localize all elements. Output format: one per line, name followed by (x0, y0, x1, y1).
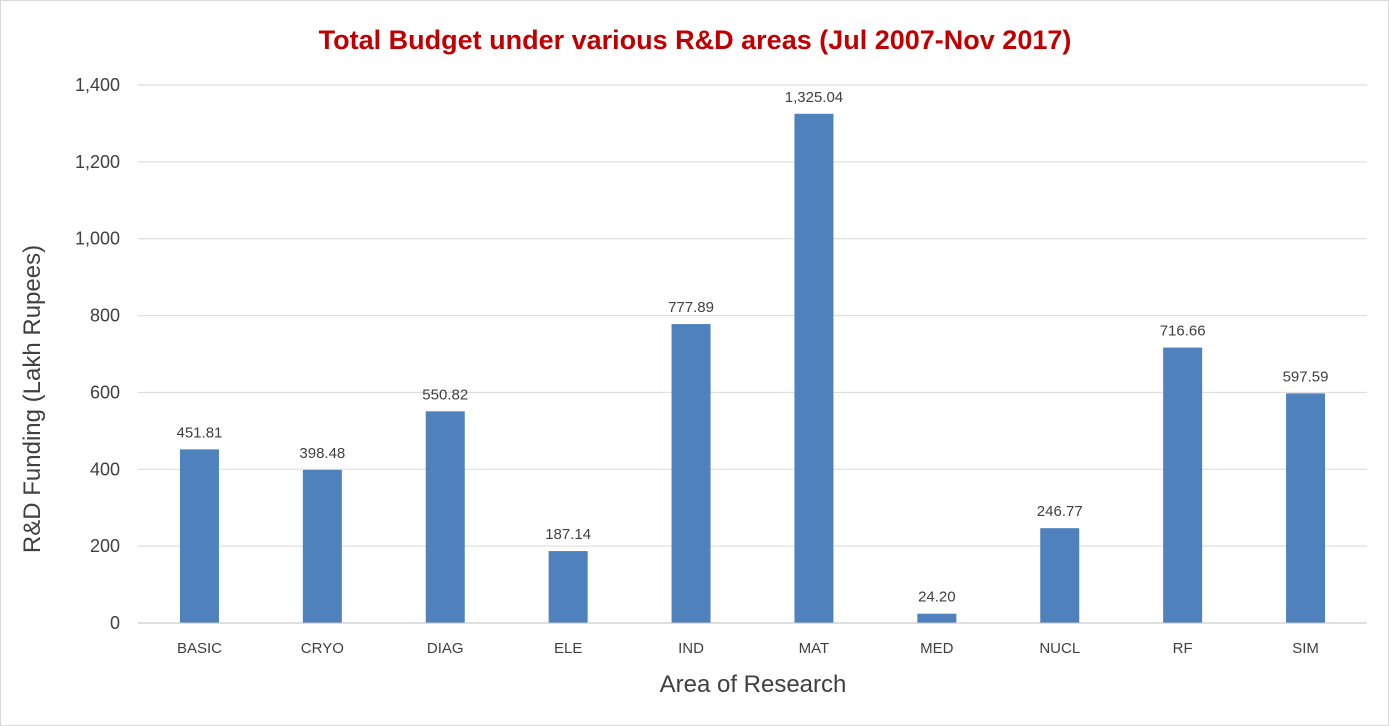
data-label-rf: 716.66 (1160, 323, 1206, 340)
data-label-basic: 451.81 (177, 424, 223, 441)
x-tick-label-rf: RF (1173, 640, 1193, 657)
data-labels: 451.81 398.48 550.82 187.14 777.89 1,325.04 24… (177, 89, 1329, 606)
y-tick-label: 1,000 (75, 229, 120, 249)
x-tick-label-med: MED (920, 640, 954, 657)
x-tick-label-ind: IND (678, 640, 704, 657)
y-tick-label: 1,200 (75, 152, 120, 172)
y-axis-ticks: 0 200 400 600 800 1,000 1,200 1,400 (75, 75, 120, 633)
x-tick-label-diag: DIAG (427, 640, 464, 657)
bar-basic (179, 449, 219, 623)
y-tick-label: 0 (110, 613, 120, 633)
x-tick-label-mat: MAT (799, 640, 830, 657)
x-axis-categories: BASIC CRYO DIAG ELE IND MAT MED NUCL RF SIM (177, 640, 1319, 657)
bar-sim (1286, 393, 1326, 623)
x-axis-title: Area of Research (660, 671, 847, 698)
data-label-nucl: 246.77 (1037, 503, 1083, 520)
data-label-mat: 1,325.04 (785, 89, 843, 106)
x-tick-label-sim: SIM (1292, 640, 1319, 657)
data-label-sim: 597.59 (1283, 368, 1329, 385)
bar-nucl (1040, 528, 1080, 623)
bar-mat (794, 113, 834, 623)
x-tick-label-cryo: CRYO (301, 640, 344, 657)
bar-med (917, 613, 957, 623)
data-label-ele: 187.14 (545, 526, 591, 543)
bar-rf (1163, 347, 1203, 623)
data-label-med: 24.20 (918, 589, 956, 606)
bar-ele (548, 551, 588, 623)
y-axis-title: R&D Funding (Lakh Rupees) (19, 245, 46, 553)
y-tick-label: 200 (90, 536, 120, 556)
data-label-ind: 777.89 (668, 299, 714, 316)
chart-title: Total Budget under various R&D areas (Ju… (319, 25, 1072, 55)
bar-cryo (302, 469, 342, 623)
data-label-diag: 550.82 (422, 386, 468, 403)
bar-diag (425, 411, 465, 623)
gridlines (138, 84, 1367, 547)
data-label-cryo: 398.48 (299, 445, 345, 462)
x-tick-label-ele: ELE (554, 640, 582, 657)
bars (179, 113, 1326, 623)
y-tick-label: 800 (90, 306, 120, 326)
bar-ind (671, 324, 711, 623)
y-tick-label: 400 (90, 459, 120, 479)
y-tick-label: 1,400 (75, 75, 120, 95)
x-tick-label-basic: BASIC (177, 640, 222, 657)
x-tick-label-nucl: NUCL (1039, 640, 1080, 657)
y-tick-label: 600 (90, 382, 120, 402)
